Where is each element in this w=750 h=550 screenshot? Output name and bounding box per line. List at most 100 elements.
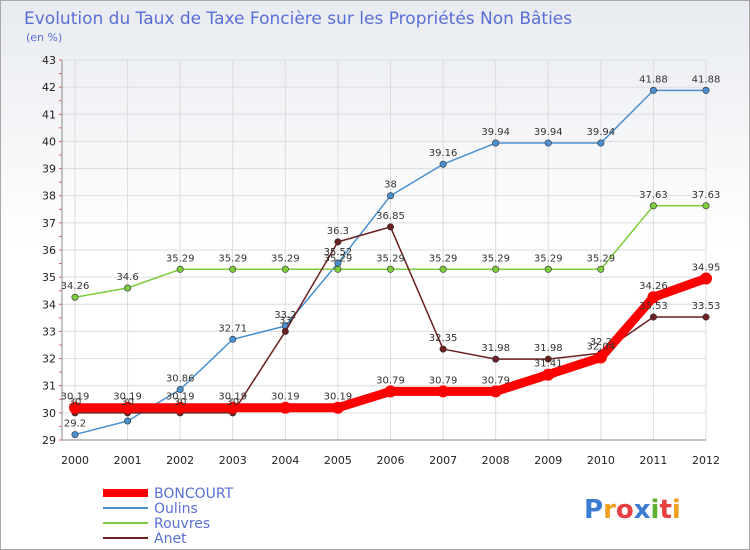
data-label: 39.94: [481, 127, 510, 138]
y-tick-label: 40: [42, 135, 56, 148]
data-point: [439, 265, 447, 273]
x-tick-label: 2000: [61, 454, 89, 467]
data-label: 35.29: [429, 253, 458, 264]
y-tick-label: 43: [42, 54, 56, 67]
data-point: [121, 401, 134, 414]
data-label: 30.19: [166, 392, 195, 403]
data-label: 35.29: [481, 253, 510, 264]
y-tick-label: 37: [42, 217, 56, 230]
data-label: 30: [226, 397, 239, 408]
data-point: [384, 385, 397, 398]
data-point: [439, 345, 447, 353]
legend-label: Rouvres: [154, 516, 210, 532]
data-label: 35.29: [271, 253, 300, 264]
data-point: [544, 355, 552, 363]
data-label: 34.95: [692, 263, 721, 274]
data-label: 33: [279, 315, 292, 326]
x-tick-label: 2010: [587, 454, 615, 467]
legend-label: Oulins: [154, 501, 198, 517]
data-label: 38: [384, 180, 397, 191]
data-point: [334, 238, 342, 246]
data-point: [544, 265, 552, 273]
data-label: 35.29: [166, 253, 195, 264]
data-label: 35.29: [324, 253, 353, 264]
y-tick-label: 34: [42, 298, 56, 311]
data-label: 30: [174, 397, 187, 408]
data-point: [124, 417, 132, 425]
y-tick-label: 31: [42, 380, 56, 393]
y-tick-label: 39: [42, 163, 56, 176]
logo-text: Proxiti: [584, 495, 681, 525]
data-label: 30.19: [271, 392, 300, 403]
series-oulins: [71, 86, 710, 439]
data-point: [331, 401, 344, 414]
x-tick-label: 2012: [692, 454, 720, 467]
data-label: 39.16: [429, 148, 458, 159]
data-label: 30.79: [481, 375, 510, 386]
series-group: 29.2 30.86 32.71 33.2 35.52 38 39.16 39.94 39.94…: [61, 74, 721, 439]
data-point: [176, 386, 184, 394]
series-boncourt: [69, 272, 712, 414]
data-label: 30.79: [429, 375, 458, 386]
data-point: [334, 265, 342, 273]
y-tick-label: 41: [42, 108, 56, 121]
chart-title: Evolution du Taux de Taxe Foncière sur l…: [24, 9, 572, 29]
y-tick-label: 32: [42, 353, 56, 366]
data-label: 30.86: [166, 374, 195, 385]
data-point: [226, 401, 239, 414]
data-point: [229, 335, 237, 343]
y-tick-label: 30: [42, 407, 56, 420]
data-point: [702, 202, 710, 210]
data-point: [597, 265, 605, 273]
y-tick-label: 38: [42, 190, 56, 203]
x-tick-label: 2011: [639, 454, 667, 467]
data-label: 35.29: [376, 253, 405, 264]
data-point: [386, 265, 394, 273]
axes: 29 30 31 32 33 34 35 36 37 38 39 40 41 42 43 2000 2001 20…: [42, 54, 720, 467]
data-label: 34.26: [639, 281, 668, 292]
data-label: 31.98: [481, 343, 510, 354]
data-label: 30.19: [61, 392, 90, 403]
data-point: [386, 192, 394, 200]
data-label: 39.94: [534, 127, 563, 138]
data-point: [597, 139, 605, 147]
data-label: 30: [121, 397, 134, 408]
data-point: [492, 265, 500, 273]
data-label: 35.29: [587, 253, 616, 264]
data-label: 30: [69, 397, 82, 408]
data-label: 41.88: [639, 74, 668, 85]
data-label: 37.63: [692, 190, 721, 201]
x-tick-label: 2008: [482, 454, 510, 467]
data-label: 32.71: [218, 323, 247, 334]
data-point: [281, 265, 289, 273]
series-rouvres: [71, 202, 710, 301]
data-point: [439, 160, 447, 168]
data-point: [492, 355, 500, 363]
y-tick-label: 42: [42, 81, 56, 94]
y-tick-label: 33: [42, 325, 56, 338]
data-point: [386, 223, 394, 231]
data-point: [544, 139, 552, 147]
data-point: [594, 351, 607, 364]
data-label: 33.53: [639, 301, 668, 312]
data-label: 36.85: [376, 211, 405, 222]
x-tick-label: 2003: [219, 454, 247, 467]
data-label: 32.35: [429, 333, 458, 344]
x-tick-label: 2007: [429, 454, 457, 467]
data-point: [489, 385, 502, 398]
data-point: [437, 385, 450, 398]
data-point: [71, 293, 79, 301]
data-label: 31.98: [534, 343, 563, 354]
data-point: [647, 291, 660, 304]
data-point: [649, 86, 657, 94]
x-tick-label: 2002: [166, 454, 194, 467]
data-label: 37.63: [639, 190, 668, 201]
data-point: [229, 265, 237, 273]
data-label: 35.52: [324, 247, 353, 258]
data-label: 30.19: [324, 392, 353, 403]
data-point: [649, 313, 657, 321]
data-label: 32.04: [587, 341, 616, 352]
y-tick-label: 36: [42, 244, 56, 257]
